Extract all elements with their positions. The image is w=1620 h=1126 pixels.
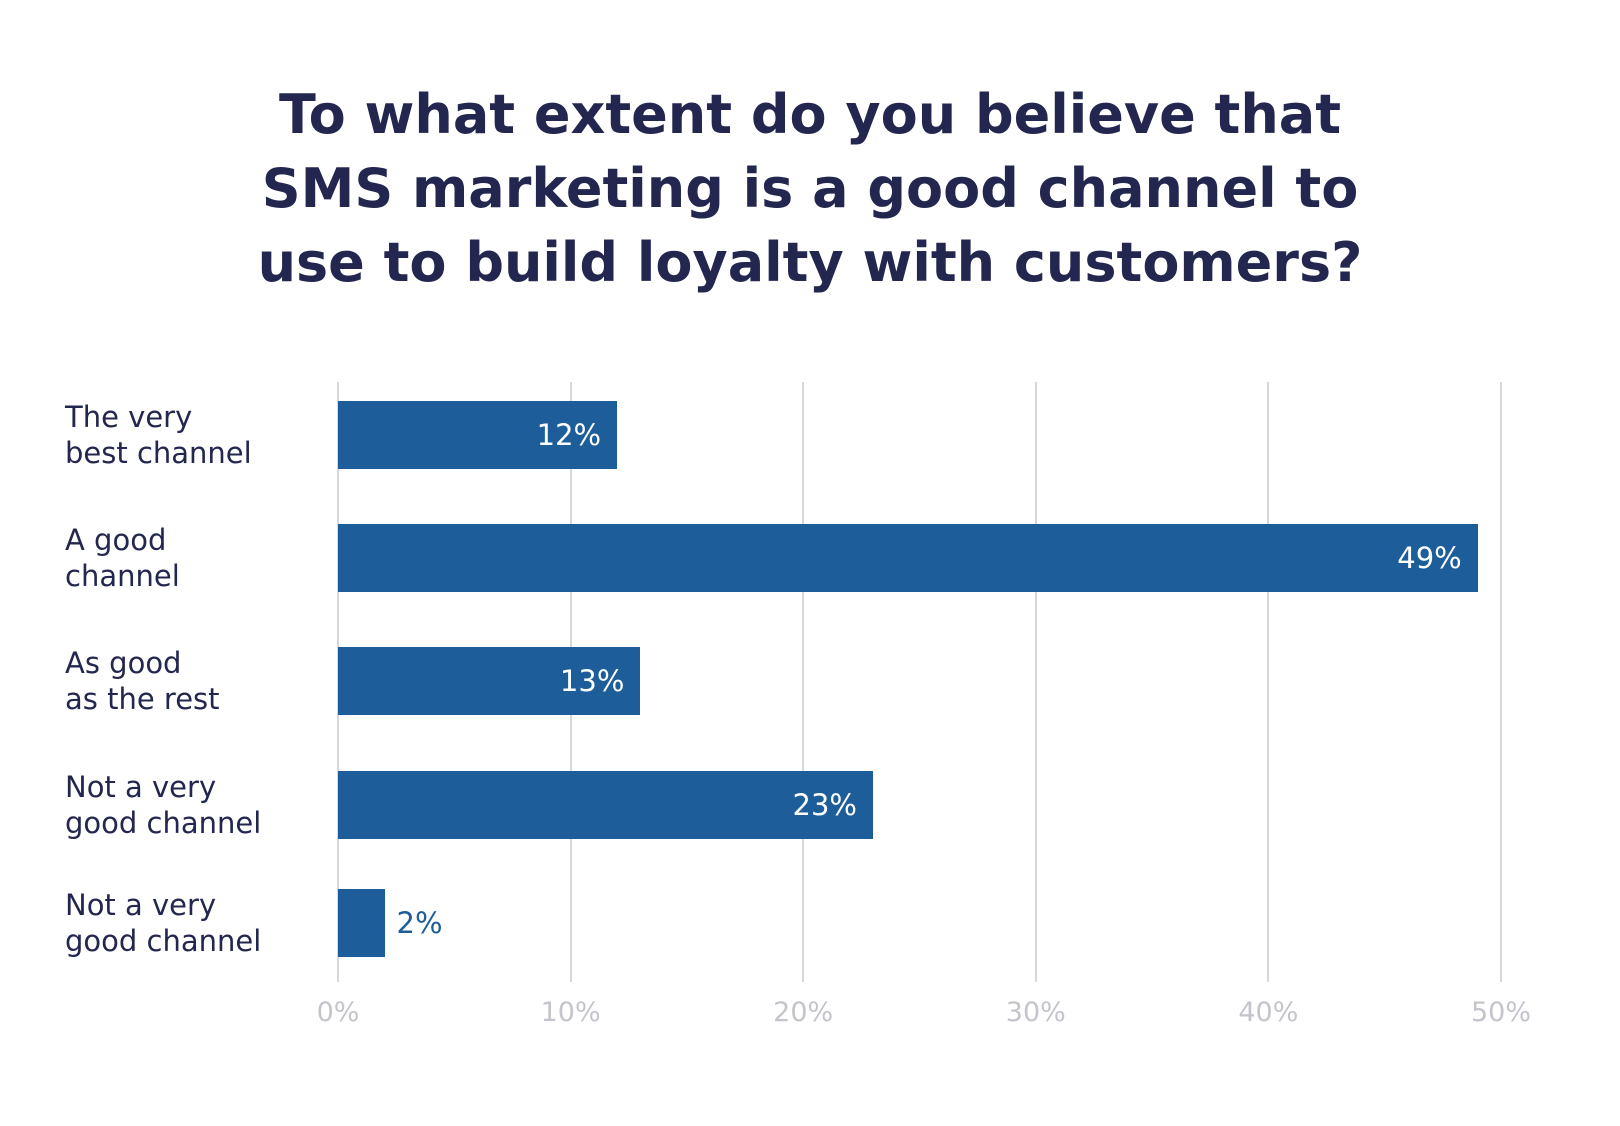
x-tick-label: 30% <box>1005 997 1066 1028</box>
value-label: 23% <box>792 788 857 822</box>
bar <box>338 401 618 469</box>
category-label: Not a very good channel <box>65 888 262 958</box>
value-label: 2% <box>396 906 443 940</box>
bar <box>338 524 1478 592</box>
bar <box>338 647 641 715</box>
chart-title: To what extent do you believe that SMS m… <box>257 83 1363 294</box>
x-tick-label: 10% <box>540 997 601 1028</box>
grid-line <box>802 382 805 982</box>
category-label: The very best channel <box>65 400 252 470</box>
x-tick-label: 40% <box>1238 997 1299 1028</box>
value-label: 49% <box>1397 541 1462 575</box>
value-label: 12% <box>536 418 602 452</box>
category-label: A good channel <box>65 523 180 593</box>
category-label: As good as the rest <box>65 646 220 716</box>
bar <box>338 889 385 957</box>
category-label: Not a very good channel <box>65 770 262 840</box>
x-tick-label: 0% <box>316 997 360 1028</box>
value-label: 13% <box>559 664 625 698</box>
x-tick-label: 50% <box>1470 997 1532 1028</box>
grid-line <box>1267 382 1270 982</box>
grid-line <box>1500 382 1502 982</box>
grid-line <box>1034 382 1037 982</box>
bar <box>338 771 873 839</box>
x-tick-label: 20% <box>773 997 834 1028</box>
